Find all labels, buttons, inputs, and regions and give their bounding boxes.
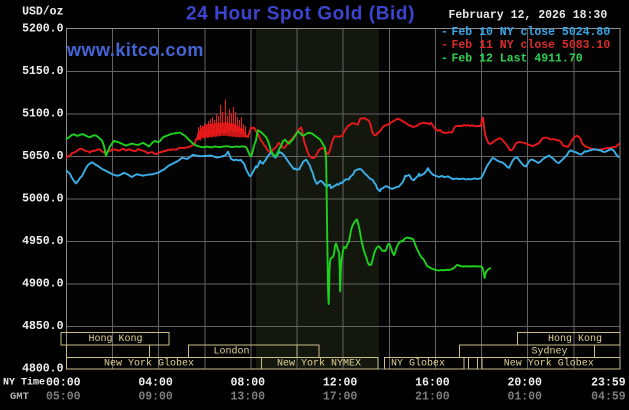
svg-text:www.kitco.com: www.kitco.com — [66, 40, 204, 60]
svg-text:5000.0: 5000.0 — [22, 192, 64, 205]
svg-text:-: - — [441, 52, 448, 65]
svg-text:New York Globex: New York Globex — [104, 358, 194, 370]
svg-text:4950.0: 4950.0 — [22, 235, 64, 248]
svg-text:NY Globex: NY Globex — [391, 358, 445, 370]
svg-text:20:00: 20:00 — [507, 377, 542, 390]
svg-text:Feb 12 Last 4911.70: Feb 12 Last 4911.70 — [452, 52, 583, 65]
svg-text:23:59: 23:59 — [591, 377, 626, 390]
svg-text:05:00: 05:00 — [46, 391, 81, 404]
svg-text:Feb 11 NY close 5083.10: Feb 11 NY close 5083.10 — [452, 39, 611, 52]
svg-text:Feb 10 NY close 5024.80: Feb 10 NY close 5024.80 — [452, 26, 611, 39]
svg-text:-: - — [441, 26, 448, 39]
svg-text:USD/oz: USD/oz — [22, 6, 64, 19]
svg-text:New York Globex: New York Globex — [504, 358, 594, 370]
svg-text:01:00: 01:00 — [507, 391, 542, 404]
svg-text:04:00: 04:00 — [138, 377, 173, 390]
svg-text:16:00: 16:00 — [415, 377, 450, 390]
svg-text:13:00: 13:00 — [231, 391, 266, 404]
svg-text:5100.0: 5100.0 — [22, 107, 64, 120]
svg-text:09:00: 09:00 — [138, 391, 173, 404]
svg-text:4800.0: 4800.0 — [22, 363, 64, 376]
svg-text:4850.0: 4850.0 — [22, 320, 64, 333]
svg-text:17:00: 17:00 — [323, 391, 358, 404]
svg-text:Hong Kong: Hong Kong — [88, 334, 142, 345]
svg-text:5050.0: 5050.0 — [22, 150, 64, 163]
svg-text:21:00: 21:00 — [415, 391, 450, 404]
svg-text:24 Hour Spot Gold (Bid): 24 Hour Spot Gold (Bid) — [186, 3, 415, 24]
svg-text:New York NYMEX: New York NYMEX — [277, 358, 361, 370]
svg-text:February 12, 2026 18:30: February 12, 2026 18:30 — [449, 9, 608, 22]
svg-text:4900.0: 4900.0 — [22, 278, 64, 291]
svg-text:5200.0: 5200.0 — [22, 22, 64, 35]
svg-text:Hong Kong: Hong Kong — [548, 334, 602, 345]
svg-text:NY Time: NY Time — [3, 377, 45, 389]
svg-text:08:00: 08:00 — [231, 377, 266, 390]
svg-text:Sydney: Sydney — [531, 346, 567, 358]
svg-text:00:00: 00:00 — [46, 377, 81, 390]
svg-text:GMT: GMT — [10, 391, 29, 403]
svg-text:London: London — [213, 346, 249, 358]
svg-text:5150.0: 5150.0 — [22, 65, 64, 78]
svg-text:12:00: 12:00 — [323, 377, 358, 390]
svg-text:04:59: 04:59 — [591, 391, 626, 404]
svg-text:-: - — [441, 39, 448, 52]
